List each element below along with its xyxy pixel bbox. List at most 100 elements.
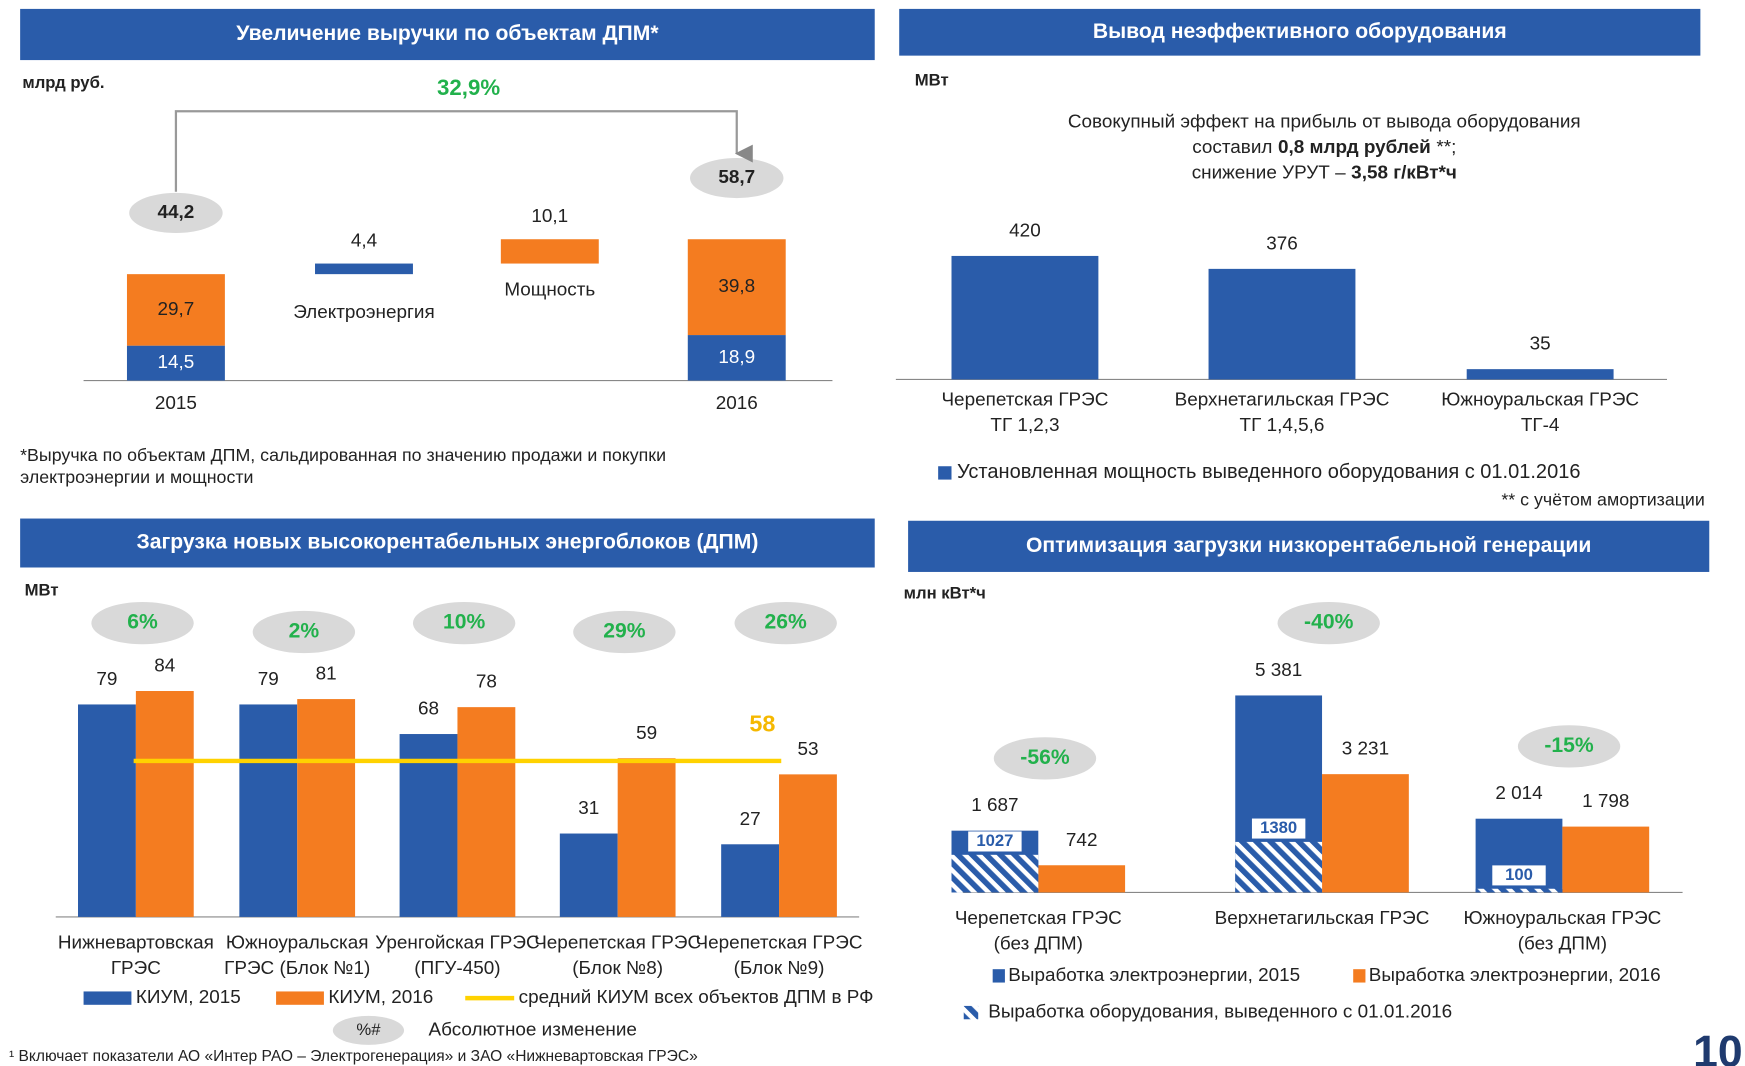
note-part: составил xyxy=(1192,137,1272,158)
increment-label: 4,4 xyxy=(351,230,377,251)
change-badge xyxy=(734,601,837,645)
legend-label: средний КИУМ всех объектов ДПМ в РФ xyxy=(519,987,874,1008)
change-badge xyxy=(1277,601,1380,645)
change-label: 10% xyxy=(443,611,485,634)
overlay-label: 100 xyxy=(1505,865,1533,884)
value-label: 79 xyxy=(96,669,117,690)
value-label: 2 014 xyxy=(1495,783,1542,804)
x-tick-label: (без ДПМ) xyxy=(994,934,1083,955)
bar xyxy=(297,699,356,917)
x-tick-label: ГРЭС xyxy=(111,958,161,979)
value-label: 376 xyxy=(1266,233,1298,254)
x-tick-label: Черепетская ГРЭС xyxy=(534,933,701,954)
bar xyxy=(1208,268,1356,380)
change-label: 6% xyxy=(127,611,158,634)
segment-label: 29,7 xyxy=(158,299,195,320)
note-part: **; xyxy=(1436,137,1456,158)
panel-header xyxy=(20,518,875,568)
change-badge xyxy=(412,601,516,645)
change-badge xyxy=(252,610,356,654)
legend-label: Выработка электроэнергии, 2015 xyxy=(1008,965,1300,986)
bar-increment xyxy=(500,239,599,264)
value-label: 5 381 xyxy=(1255,660,1302,681)
y-axis-label: МВт xyxy=(915,71,949,90)
bar xyxy=(779,774,837,917)
bar xyxy=(1562,826,1650,893)
bar xyxy=(239,704,298,917)
note-line: Совокупный эффект на прибыль от вывода о… xyxy=(1068,111,1581,132)
value-label: 742 xyxy=(1066,830,1098,851)
value-label: 84 xyxy=(154,656,175,677)
x-tick-label: ТГ 1,4,5,6 xyxy=(1240,415,1325,436)
value-label: 27 xyxy=(740,809,761,830)
footnote: электроэнергии и мощности xyxy=(20,467,253,487)
segment-label: 39,8 xyxy=(718,276,755,297)
panel-header xyxy=(899,8,1701,56)
value-label: 3 231 xyxy=(1342,739,1389,760)
overlay-label-box xyxy=(968,831,1022,852)
value-label: 1 798 xyxy=(1582,791,1629,812)
bar xyxy=(78,704,136,917)
note-line: снижение УРУТ –3,58 г/кВт*ч xyxy=(1192,163,1457,184)
segment-label: 18,9 xyxy=(718,347,755,368)
note-part: снижение УРУТ – xyxy=(1192,163,1346,184)
y-axis-label: млн кВт*ч xyxy=(904,584,986,603)
overlay-label: 1027 xyxy=(976,831,1013,850)
x-tick-label: ГРЭС (Блок №1) xyxy=(224,958,370,979)
change-label: -15% xyxy=(1544,734,1594,757)
change-label: 26% xyxy=(765,611,807,634)
hatched-bar xyxy=(1475,888,1563,893)
x-tick-label: Верхнетагильская ГРЭС xyxy=(1175,390,1390,411)
x-tick-label: Черепетская ГРЭС xyxy=(941,390,1108,411)
y-axis-label: млрд руб. xyxy=(22,73,104,92)
segment-label: 14,5 xyxy=(158,352,195,373)
bar xyxy=(1038,865,1126,893)
change-badge xyxy=(1517,725,1621,768)
note-line: составил 0,8 млрд рублей **; xyxy=(1192,137,1456,158)
change-label: -40% xyxy=(1304,611,1354,634)
reference-label: 58 xyxy=(749,710,775,736)
page-number: 10 xyxy=(1693,1028,1743,1066)
x-tick-label: ТГ-4 xyxy=(1521,415,1560,436)
value-label: 31 xyxy=(578,798,599,819)
bar xyxy=(617,758,676,917)
total-badge xyxy=(690,158,784,199)
x-tick-label: Южноуральская ГРЭС xyxy=(1463,908,1661,929)
panel-header xyxy=(20,8,875,61)
footnote: *Выручка по объектам ДПМ, сальдированная… xyxy=(20,445,666,465)
x-tick-label: Черепетская ГРЭС xyxy=(955,908,1122,929)
note-part: 0,8 млрд рублей xyxy=(1278,137,1431,158)
value-label: 420 xyxy=(1009,220,1041,241)
bar xyxy=(721,844,780,917)
legend-swatch xyxy=(938,466,952,480)
y-axis-label: МВт xyxy=(25,580,59,599)
bar-increment xyxy=(315,263,413,275)
value-label: 81 xyxy=(316,664,337,685)
x-tick-label: (Блок №9) xyxy=(734,958,825,979)
hatched-bar xyxy=(1235,841,1323,893)
bar-segment xyxy=(687,335,786,381)
hatched-bar xyxy=(951,854,1039,893)
bar-segment xyxy=(687,239,786,336)
increment-name: Электроэнергия xyxy=(293,302,434,323)
legend-label: Выработка оборудования, выведенного с 01… xyxy=(988,1002,1452,1023)
value-label: 79 xyxy=(258,669,279,690)
change-label: 29% xyxy=(603,620,645,643)
x-tick-label: 2016 xyxy=(716,393,758,414)
legend-swatch xyxy=(276,991,324,1005)
x-tick-label: 2015 xyxy=(155,393,197,414)
value-label: 53 xyxy=(797,739,818,760)
x-tick-label: Нижневартовская xyxy=(58,933,214,954)
change-label: 2% xyxy=(289,620,320,643)
x-tick-label: Южноуральская xyxy=(226,933,369,954)
change-label: 32,9% xyxy=(437,75,500,100)
x-tick-label: Южноуральская ГРЭС xyxy=(1441,390,1639,411)
legend-label: Выработка электроэнергии, 2016 xyxy=(1369,965,1661,986)
x-tick-label: (Блок №8) xyxy=(572,958,663,979)
value-label: 35 xyxy=(1530,334,1551,355)
change-label: -56% xyxy=(1020,746,1070,769)
total-badge xyxy=(129,192,223,233)
footnote: ** с учётом амортизации xyxy=(1501,489,1705,509)
legend-swatch xyxy=(1353,969,1366,983)
